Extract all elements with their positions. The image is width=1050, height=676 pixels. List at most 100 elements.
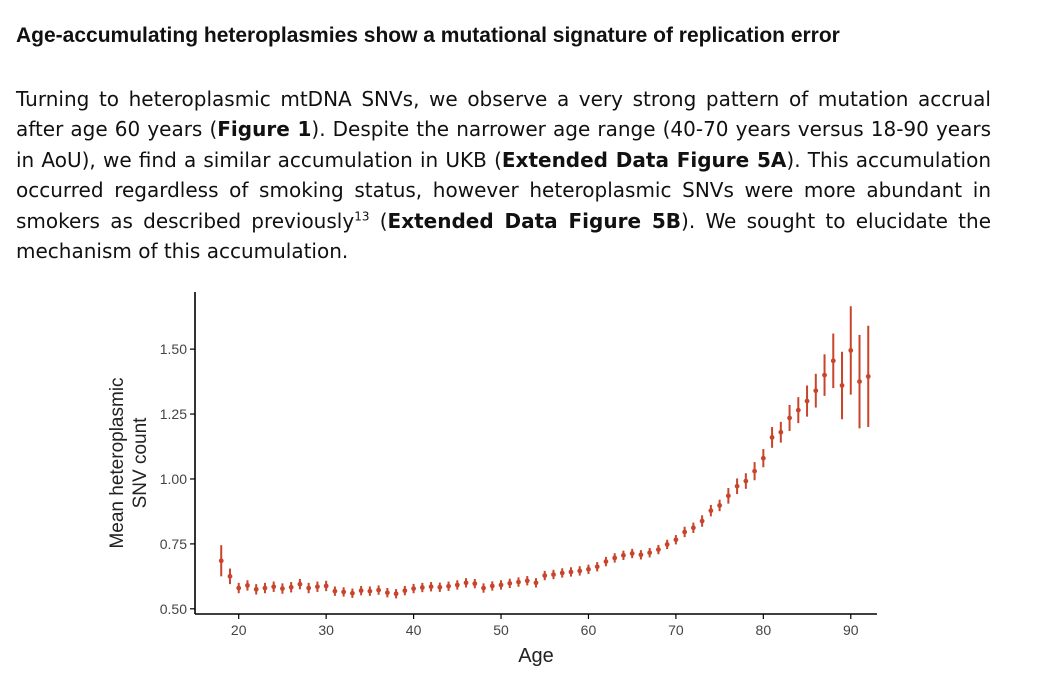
data-point: [813, 388, 819, 394]
data-point: [603, 559, 609, 564]
y-axis-label-line1: Mean heteroplasmic: [107, 377, 128, 548]
y-tick-label: 0.50: [160, 601, 187, 617]
figure-reference: Extended Data Figure 5B: [387, 208, 682, 233]
data-point: [428, 584, 434, 590]
data-point: [472, 581, 478, 587]
x-tick-label: 20: [231, 622, 247, 638]
data-point: [682, 529, 688, 535]
data-point: [419, 585, 425, 590]
data-point: [708, 508, 714, 514]
paragraph-text: (: [369, 208, 388, 233]
figure-reference: Extended Data Figure 5A: [501, 147, 787, 172]
section-heading: Age-accumulating heteroplasmies show a m…: [16, 24, 840, 47]
data-point: [323, 583, 329, 589]
data-point: [262, 585, 268, 591]
data-point: [542, 573, 548, 578]
data-point: [551, 572, 556, 577]
x-axis-label: Age: [518, 645, 554, 667]
data-point: [830, 358, 836, 364]
y-tick-label: 1.00: [160, 471, 187, 487]
data-point: [839, 383, 845, 388]
data-point: [533, 580, 539, 586]
data-point: [577, 568, 583, 574]
x-axis-ticks: 20 30 40 50 60 70 80 90: [231, 614, 859, 638]
data-point: [647, 550, 653, 556]
x-tick-label: 70: [668, 622, 684, 638]
chart-axes: [194, 292, 877, 615]
citation-superscript: 13: [354, 208, 370, 223]
data-point: [218, 558, 224, 564]
x-tick-label: 50: [493, 622, 509, 638]
x-tick-label: 60: [581, 622, 597, 638]
data-point: [358, 588, 364, 594]
data-point: [822, 372, 827, 378]
data-point: [454, 582, 460, 588]
data-point: [516, 579, 521, 585]
figure-reference: Figure 1: [217, 117, 312, 142]
x-tick-label: 40: [406, 622, 422, 638]
paragraph-text: Turning to heteroplasmic mtDNA SNVs, we …: [16, 87, 991, 142]
data-point: [787, 415, 792, 421]
body-paragraph: Turning to heteroplasmic mtDNA SNVs, we …: [16, 84, 991, 266]
data-points: [218, 348, 871, 597]
data-point: [253, 586, 259, 592]
data-point: [481, 585, 486, 591]
y-axis-ticks: 0.50 0.75 1.00 1.25 1.50: [160, 341, 195, 617]
data-point: [717, 503, 723, 508]
data-point: [437, 584, 443, 590]
paragraph-text: ). We sought to elucidate the mechanism …: [16, 208, 992, 264]
data-point: [271, 584, 277, 590]
data-point: [621, 552, 626, 558]
data-point: [795, 407, 801, 413]
data-point: [306, 585, 312, 591]
data-point: [297, 581, 303, 587]
data-point: [760, 455, 766, 461]
data-point: [402, 588, 408, 594]
data-point: [769, 435, 775, 440]
y-tick-label: 1.50: [160, 341, 187, 357]
y-tick-label: 1.25: [160, 406, 187, 422]
y-axis-label-line2: SNV count: [130, 417, 151, 509]
data-point: [725, 493, 731, 499]
data-point: [664, 542, 670, 547]
data-point: [568, 569, 574, 575]
y-tick-label: 0.75: [160, 536, 187, 552]
data-point: [280, 586, 285, 591]
age-heteroplasmy-chart: 0.50 0.75 1.00 1.25 1.50 20 30 40 50 60 70 80 90 Ag…: [107, 292, 877, 667]
data-point: [752, 468, 757, 474]
data-point: [288, 584, 294, 590]
data-point: [524, 578, 530, 584]
data-point: [743, 478, 749, 484]
paragraph-text: ). Despite the narrower age range (40-70…: [16, 117, 991, 172]
data-point: [315, 584, 320, 590]
x-tick-label: 80: [756, 622, 772, 638]
data-point: [349, 590, 355, 596]
x-tick-label: 30: [318, 622, 334, 638]
error-bars: [220, 306, 870, 599]
data-point: [629, 551, 635, 556]
data-point: [594, 564, 600, 570]
data-point: [332, 588, 338, 594]
data-point: [586, 566, 591, 572]
data-point: [638, 552, 644, 558]
data-point: [865, 373, 871, 379]
data-point: [393, 591, 399, 597]
data-point: [612, 555, 618, 561]
data-point: [463, 580, 469, 586]
data-point: [489, 583, 495, 589]
data-point: [699, 518, 705, 524]
data-point: [848, 348, 854, 353]
data-point: [446, 583, 451, 589]
data-point: [673, 537, 679, 543]
data-point: [367, 588, 373, 594]
data-point: [245, 583, 250, 588]
data-point: [804, 398, 810, 404]
data-point: [411, 586, 416, 591]
paragraph-text: ). This accumulation occurred regardless…: [16, 147, 992, 233]
data-point: [778, 429, 784, 435]
x-tick-label: 90: [843, 622, 859, 638]
data-point: [559, 570, 565, 576]
data-point: [384, 590, 390, 596]
data-point: [498, 582, 504, 588]
data-point: [734, 483, 740, 489]
